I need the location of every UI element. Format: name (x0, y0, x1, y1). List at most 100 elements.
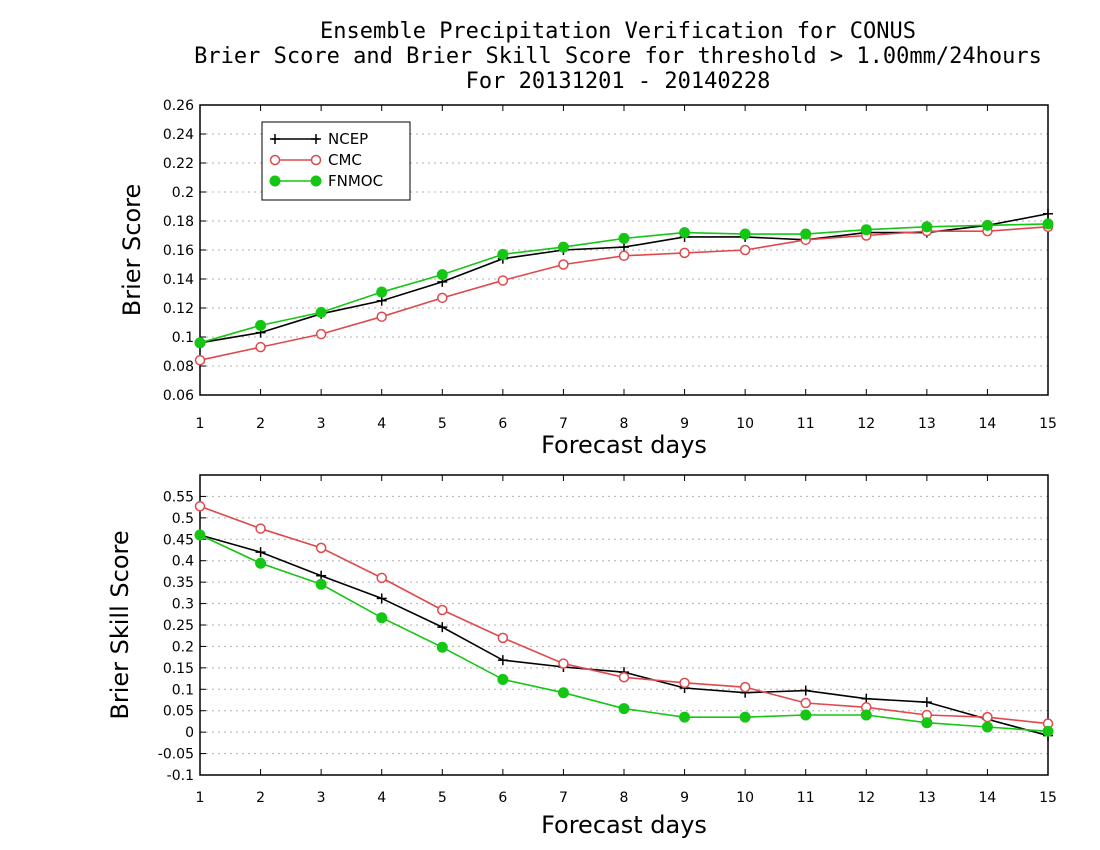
data-point-ncep (1043, 208, 1053, 219)
y-tick-label: 0.2 (172, 639, 194, 655)
data-point-fnmoc (679, 711, 691, 723)
data-point-ncep (255, 547, 266, 558)
x-tick-label: 13 (918, 790, 936, 806)
data-point-fnmoc (255, 319, 267, 331)
legend-label-cmc: CMC (328, 151, 362, 169)
y-tick-label: 0 (185, 725, 194, 741)
data-point-fnmoc (800, 228, 812, 240)
chart-title-line-2: Brier Score and Brier Skill Score for th… (194, 44, 1042, 69)
data-point-fnmoc (981, 219, 993, 231)
data-point-cmc (497, 275, 509, 286)
data-point-cmc (679, 677, 690, 689)
data-point-cmc (618, 250, 630, 262)
data-point-cmc (315, 542, 327, 554)
data-point-fnmoc (557, 687, 569, 699)
data-point-fnmoc (497, 673, 509, 685)
y-tick-label: 0.06 (163, 388, 194, 404)
y-tick-label: 0.12 (163, 301, 194, 317)
data-point-fnmoc (497, 248, 509, 260)
legend-marker-fnmoc (310, 175, 322, 187)
data-point-fnmoc (618, 232, 630, 244)
x-tick-label: 5 (438, 416, 447, 432)
data-point-fnmoc (981, 721, 993, 733)
data-point-fnmoc (1042, 725, 1054, 737)
data-point-fnmoc (739, 228, 751, 240)
legend-marker-cmc (269, 154, 281, 166)
y-axis-title: Brier Score (118, 184, 146, 316)
data-point-fnmoc (679, 227, 691, 239)
data-point-fnmoc (921, 221, 933, 233)
y-tick-label: 0.1 (172, 330, 194, 346)
data-point-cmc (315, 328, 327, 340)
legend-box (261, 121, 411, 201)
y-tick-label: 0.3 (172, 597, 194, 613)
x-tick-label: 14 (979, 416, 997, 432)
y-tick-label: 0.4 (172, 554, 194, 570)
y-tick-label: 0.45 (163, 532, 194, 548)
y-tick-label: 0.25 (163, 618, 194, 634)
x-axis-title: Forecast days (541, 811, 707, 839)
x-tick-label: 1 (196, 416, 205, 432)
plot-frame (199, 104, 1049, 396)
y-tick-label: 0.35 (163, 575, 194, 591)
y-tick-label: 0.5 (172, 511, 194, 527)
y-tick-label: 0.22 (163, 156, 194, 172)
legend-marker-ncep (311, 134, 321, 144)
x-tick-label: 15 (1039, 416, 1057, 432)
x-tick-label: 14 (979, 790, 997, 806)
data-point-cmc (437, 292, 448, 304)
data-point-cmc (437, 604, 448, 616)
x-tick-label: 5 (438, 790, 447, 806)
x-tick-label: 8 (620, 790, 629, 806)
data-point-cmc (497, 632, 509, 644)
data-point-cmc (982, 711, 993, 723)
legend-marker-cmc (310, 154, 322, 166)
x-tick-label: 3 (317, 416, 326, 432)
data-point-fnmoc (255, 557, 267, 569)
data-point-cmc (255, 523, 266, 534)
x-tick-label: 6 (498, 416, 507, 432)
data-point-fnmoc (800, 709, 812, 721)
x-tick-label: 11 (797, 416, 815, 432)
brier-score-panel: 0.06 0.08 0.1 0.12 0.14 0.16 0.18 0.2 0.22 0.24 0.… (118, 98, 1057, 459)
data-point-fnmoc (860, 224, 872, 236)
x-tick-label: 7 (559, 790, 568, 806)
legend: NCEP CMC FNMOC (261, 121, 411, 201)
x-tick-label: 4 (377, 790, 386, 806)
data-point-ncep (497, 655, 508, 666)
y-tick-label: 0.2 (172, 185, 194, 201)
data-point-ncep (800, 685, 811, 696)
brier-skill-score-panel: -0.1 -0.05 0 0.05 0.1 0.15 0.2 0.25 0.3 0.35 0.4 0.… (106, 474, 1057, 839)
data-point-cmc (376, 311, 387, 322)
legend-marker-fnmoc (269, 175, 281, 187)
chart-title-line-1: Ensemble Precipitation Verification for … (320, 19, 916, 44)
data-point-cmc (194, 501, 206, 512)
y-tick-label: 0.26 (163, 98, 194, 114)
data-point-cmc (194, 354, 206, 366)
x-tick-label: 13 (918, 416, 936, 432)
legend-marker-ncep (270, 134, 280, 144)
data-point-cmc (679, 247, 690, 259)
data-point-fnmoc (315, 578, 327, 590)
x-tick-label: 8 (620, 416, 629, 432)
data-point-cmc (618, 672, 630, 683)
data-point-fnmoc (194, 337, 206, 349)
data-point-fnmoc (618, 703, 630, 715)
x-tick-label: 6 (498, 790, 507, 806)
data-point-fnmoc (436, 641, 448, 653)
x-tick-label: 2 (256, 790, 265, 806)
x-tick-label: 10 (736, 416, 754, 432)
y-tick-label: 0.14 (163, 272, 194, 288)
y-tick-label: 0.24 (163, 127, 194, 143)
x-tick-label: 4 (377, 416, 386, 432)
x-tick-label: 1 (196, 790, 205, 806)
x-tick-label: 7 (559, 416, 568, 432)
y-tick-label: -0.1 (167, 768, 194, 784)
x-tick-label: 2 (256, 416, 265, 432)
x-tick-label: 11 (797, 790, 815, 806)
x-tick-label: 3 (317, 790, 326, 806)
data-point-fnmoc (376, 286, 388, 298)
data-point-cmc (376, 572, 387, 584)
legend-label-ncep: NCEP (328, 130, 368, 148)
